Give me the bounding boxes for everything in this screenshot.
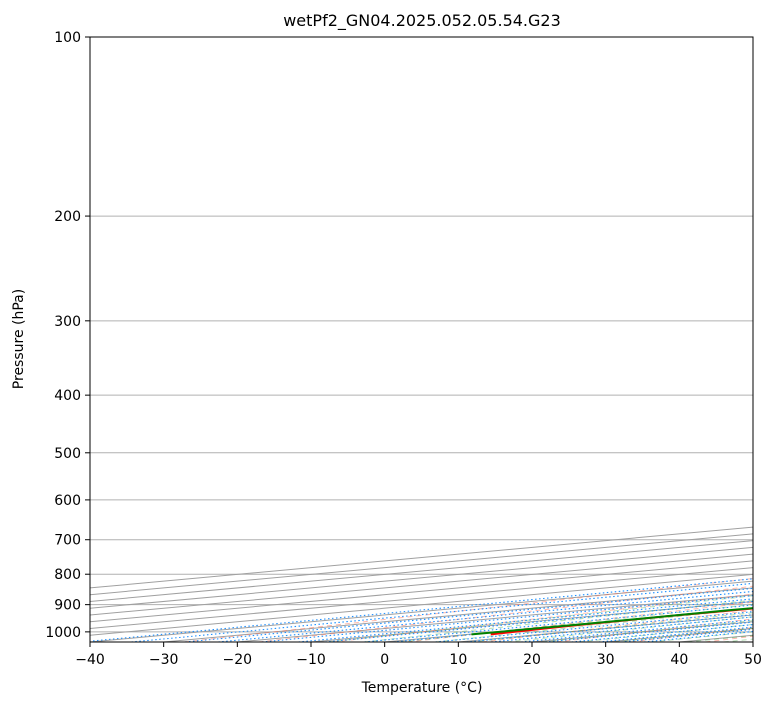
- mixing-ratio-line: [131, 582, 753, 642]
- y-tick-label: 600: [54, 493, 81, 509]
- chart-title: wetPf2_GN04.2025.052.05.54.G23: [283, 11, 561, 31]
- x-tick-label: 20: [523, 652, 541, 668]
- y-tick-label: 300: [54, 314, 81, 330]
- x-tick-label: 40: [670, 652, 688, 668]
- isotherm-line: [90, 540, 753, 602]
- x-axis-label: Temperature (°C): [361, 680, 483, 696]
- x-tick-label: −30: [149, 652, 179, 668]
- isotherm-line: [90, 533, 753, 596]
- y-tick-label: 200: [54, 209, 81, 225]
- y-tick-label: 100: [54, 30, 81, 46]
- y-axis: 100 200 300 400 500 600 700 800 900 1000: [45, 30, 90, 641]
- x-tick-label: 0: [380, 652, 389, 668]
- x-tick-label: −40: [75, 652, 105, 668]
- x-axis: −40 −30 −20 −10 0 10 20 30 40 50: [75, 642, 762, 668]
- x-tick-label: 30: [597, 652, 615, 668]
- mixing-ratio-line: [218, 590, 753, 642]
- plot-frame: [89, 36, 754, 643]
- y-tick-label: 800: [54, 567, 81, 583]
- background-lines: [90, 37, 753, 642]
- y-tick-label: 700: [54, 533, 81, 549]
- mixing-ratio-line: [261, 594, 753, 642]
- mixing-ratio-line: [184, 587, 753, 642]
- isotherm-line: [90, 526, 753, 589]
- moist-adiabat-line: [327, 595, 753, 642]
- y-tick-label: 500: [54, 446, 81, 462]
- dry-adiabat-line: [332, 593, 753, 642]
- x-tick-label: 10: [449, 652, 467, 668]
- y-tick-label: 1000: [45, 625, 81, 641]
- y-axis-label: Pressure (hPa): [11, 289, 27, 389]
- x-tick-label: 50: [744, 652, 762, 668]
- x-tick-label: −10: [296, 652, 326, 668]
- dry-adiabat-line: [183, 577, 753, 642]
- x-tick-label: −20: [223, 652, 253, 668]
- y-tick-label: 900: [54, 598, 81, 614]
- y-tick-label: 400: [54, 388, 81, 404]
